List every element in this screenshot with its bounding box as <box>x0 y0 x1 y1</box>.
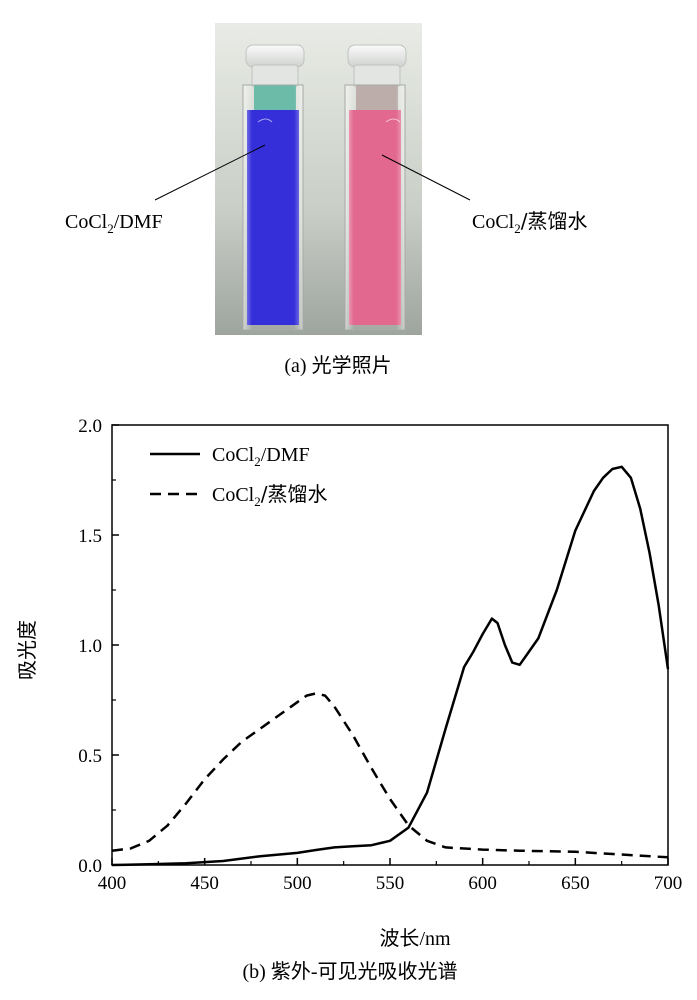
optical-photo-figure: CoCl2/DMF CoCl2/蒸馏水 (a) 光学照片 <box>65 23 588 377</box>
caption-b: (b) 紫外-可见光吸收光谱 <box>243 960 458 983</box>
cap-neck-icon <box>251 64 299 88</box>
x-tick-label: 550 <box>376 873 405 894</box>
y-tick-label: 1.5 <box>78 526 102 547</box>
x-tick-label: 400 <box>98 873 127 894</box>
caption-a: (a) 光学照片 <box>284 354 391 377</box>
cuvette-water <box>344 44 407 331</box>
y-axis-title: 吸光度 <box>15 620 39 680</box>
series-line-dmf <box>111 465 670 867</box>
x-tick-label: 450 <box>190 873 219 894</box>
x-tick-label: 700 <box>654 873 683 894</box>
y-axis: 0.0 0.5 1.0 1.5 2.0 <box>78 416 119 877</box>
cap-top-icon <box>347 44 407 68</box>
plot-area <box>111 424 669 866</box>
x-tick-label: 650 <box>561 873 590 894</box>
leader-line-water <box>381 154 471 201</box>
label-dmf: CoCl2/DMF <box>65 211 163 236</box>
y-tick-label: 2.0 <box>78 416 102 437</box>
cap-neck-icon <box>353 64 401 88</box>
leader-line-dmf <box>154 144 266 201</box>
uv-vis-chart: 400 450 500 550 600 650 700 0.0 0.5 1.0 1.5 2.0 Co… <box>15 416 683 983</box>
series-layer <box>111 465 670 867</box>
x-tick-label: 600 <box>468 873 497 894</box>
legend-label-dmf: CoCl2/DMF <box>212 444 310 469</box>
x-axis-title: 波长/nm <box>379 926 451 950</box>
legend: CoCl2/DMF CoCl2/蒸馏水 <box>150 444 328 509</box>
label-water: CoCl2/蒸馏水 <box>472 209 588 236</box>
x-tick-label: 500 <box>283 873 312 894</box>
x-axis: 400 450 500 550 600 650 700 <box>98 858 683 894</box>
legend-label-water: CoCl2/蒸馏水 <box>212 482 328 509</box>
plot-frame <box>111 424 669 866</box>
series-line-water <box>111 692 669 859</box>
y-tick-label: 0.0 <box>78 856 102 877</box>
cuvette-dmf <box>242 44 305 331</box>
cap-top-icon <box>245 44 305 68</box>
y-tick-label: 0.5 <box>78 746 102 767</box>
y-tick-label: 1.0 <box>78 636 102 657</box>
